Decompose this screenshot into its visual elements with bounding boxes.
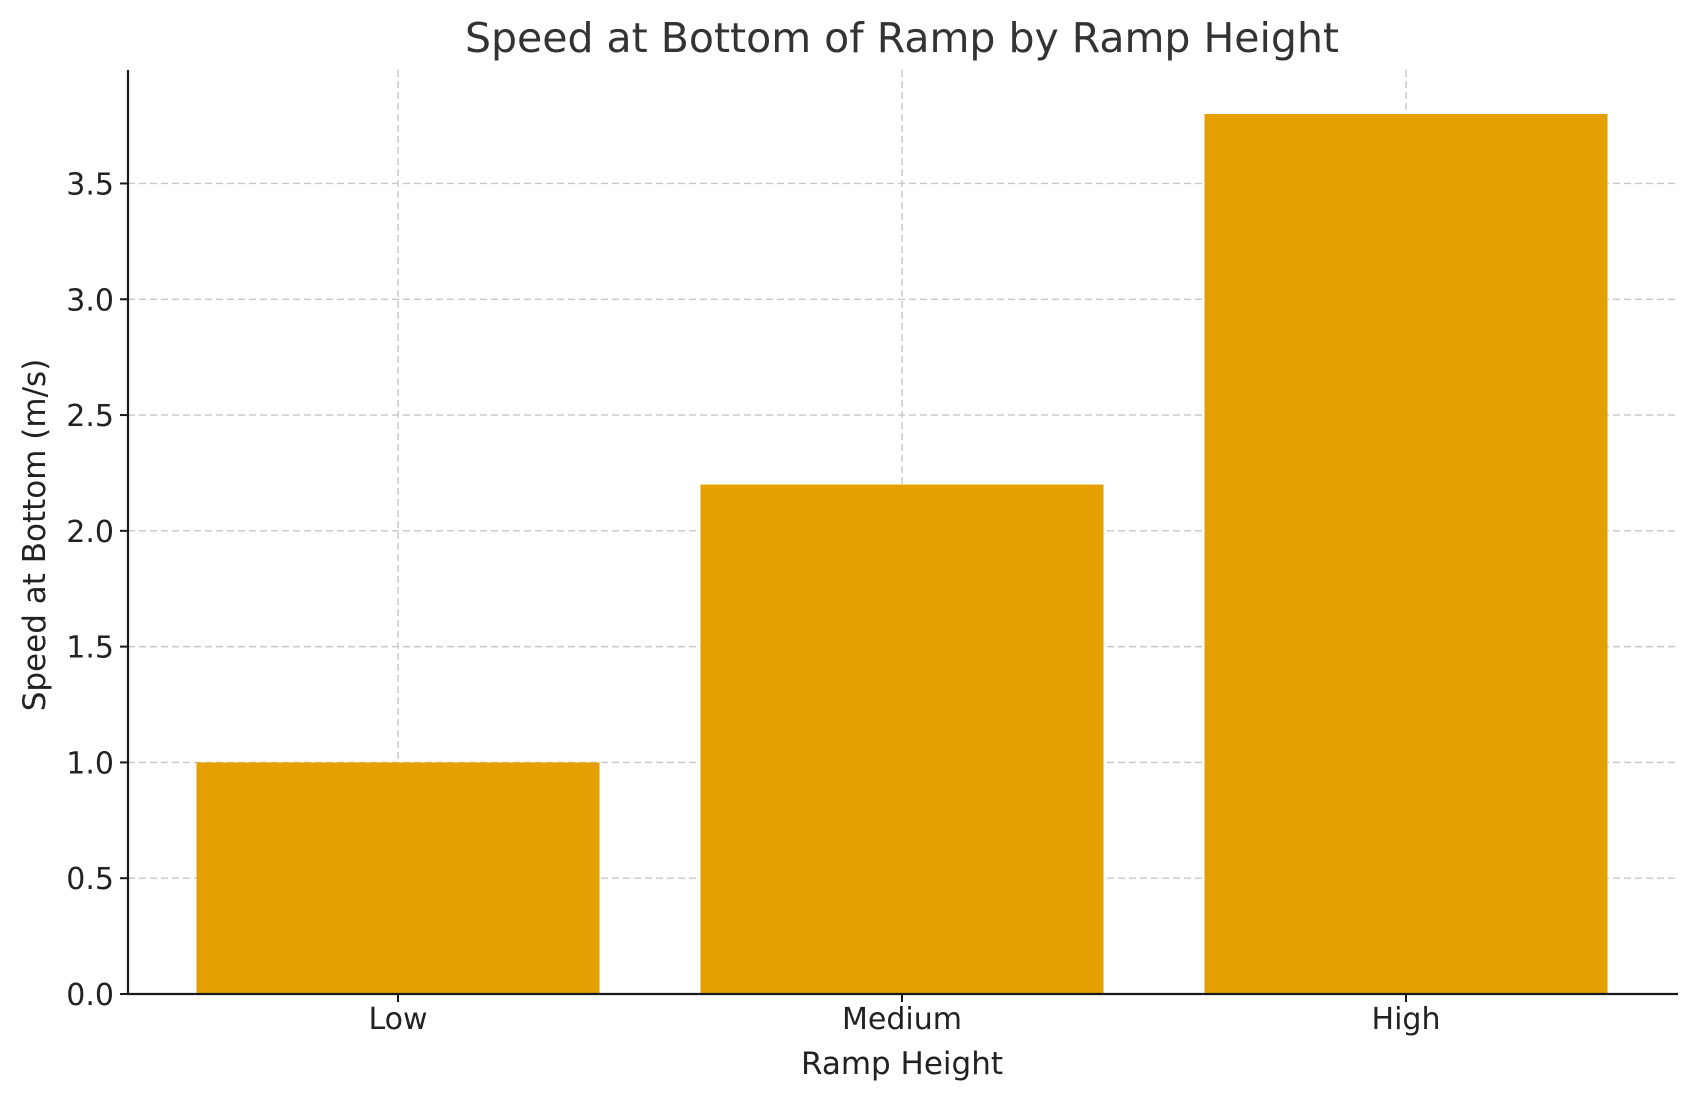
- y-axis-label: Speed at Bottom (m/s): [17, 359, 53, 712]
- y-tick-label: 1.0: [66, 746, 114, 781]
- y-tick-label: 0.5: [66, 862, 114, 897]
- bars: [196, 114, 1608, 994]
- y-axis-ticks: 0.0 0.5 1.0 1.5 2.0 2.5 3.0 3.5: [66, 167, 128, 1013]
- bar-low: [196, 762, 600, 994]
- chart-title: Speed at Bottom of Ramp by Ramp Height: [465, 14, 1339, 62]
- bar-high: [1204, 114, 1608, 994]
- y-tick-label: 1.5: [66, 631, 114, 666]
- x-tick-label: High: [1372, 1002, 1441, 1037]
- y-tick-label: 0.0: [66, 978, 114, 1013]
- y-tick-label: 2.5: [66, 399, 114, 434]
- x-axis-ticks: Low Medium High: [368, 994, 1440, 1037]
- y-tick-label: 2.0: [66, 515, 114, 550]
- x-tick-label: Medium: [842, 1002, 962, 1037]
- bar-medium: [700, 484, 1104, 994]
- x-tick-label: Low: [368, 1002, 427, 1037]
- y-tick-label: 3.0: [66, 283, 114, 318]
- x-axis-label: Ramp Height: [801, 1046, 1003, 1082]
- y-tick-label: 3.5: [66, 167, 114, 202]
